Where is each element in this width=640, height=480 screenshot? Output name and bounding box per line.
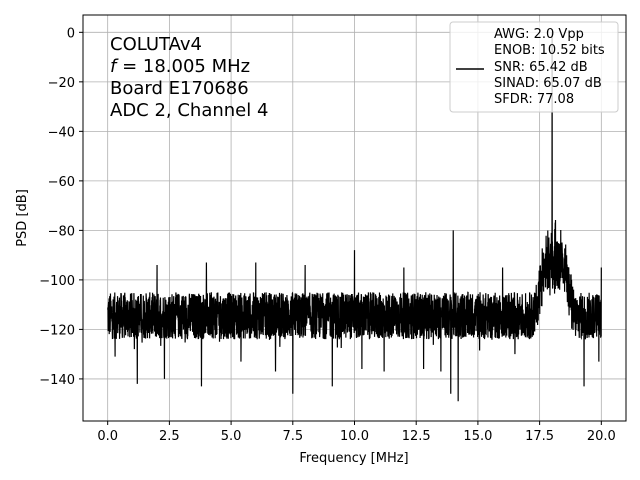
annotation-line-4: ADC 2, Channel 4 — [110, 100, 268, 121]
y-tick-label: −60 — [48, 175, 75, 190]
x-axis: 0.0 2.5 5.0 7.5 10.0 12.5 15.0 17.5 20.0 — [97, 421, 616, 444]
annotation-line-1: COLUTAv4 — [110, 34, 202, 55]
x-tick-label: 5.0 — [221, 429, 242, 444]
y-tick-label: −120 — [39, 323, 75, 338]
grid — [83, 15, 626, 421]
legend-frame — [449, 21, 619, 113]
y-tick-label: −40 — [48, 125, 75, 140]
y-tick-label: −140 — [39, 373, 75, 388]
x-tick-label: 10.0 — [340, 429, 369, 444]
annotation-line-3: Board E170686 — [110, 78, 249, 99]
y-tick-label: −80 — [48, 224, 75, 239]
x-axis-label: Frequency [MHz] — [299, 451, 408, 466]
y-tick-label: −100 — [39, 274, 75, 289]
x-tick-label: 17.5 — [525, 429, 554, 444]
y-axis: 0 −20 −40 −60 −80 −100 −120 −140 — [39, 26, 83, 388]
legend-line-2: ENOB: 10.52 bits — [494, 43, 605, 58]
legend-line-4: SINAD: 65.07 dB — [494, 76, 602, 91]
legend: AWG: 2.0 Vpp ENOB: 10.52 bits SNR: 65.42… — [449, 21, 619, 113]
y-tick-label: −20 — [48, 76, 75, 91]
x-tick-label: 7.5 — [282, 429, 303, 444]
x-tick-label: 0.0 — [97, 429, 118, 444]
legend-line-1: AWG: 2.0 Vpp — [494, 27, 584, 42]
x-tick-label: 2.5 — [159, 429, 180, 444]
x-tick-label: 15.0 — [463, 429, 492, 444]
x-tick-label: 20.0 — [587, 429, 616, 444]
y-tick-label: 0 — [67, 26, 75, 41]
legend-line-3: SNR: 65.42 dB — [494, 60, 588, 75]
annotation-line-2: f = 18.005 MHz — [110, 56, 250, 77]
annotation-box: COLUTAv4 f = 18.005 MHz Board E170686 AD… — [110, 34, 268, 121]
psd-line — [107, 32, 602, 402]
y-axis-label: PSD [dB] — [15, 189, 30, 247]
legend-line-5: SFDR: 77.08 — [494, 92, 574, 107]
x-tick-label: 12.5 — [402, 429, 431, 444]
plot-area — [107, 32, 602, 402]
